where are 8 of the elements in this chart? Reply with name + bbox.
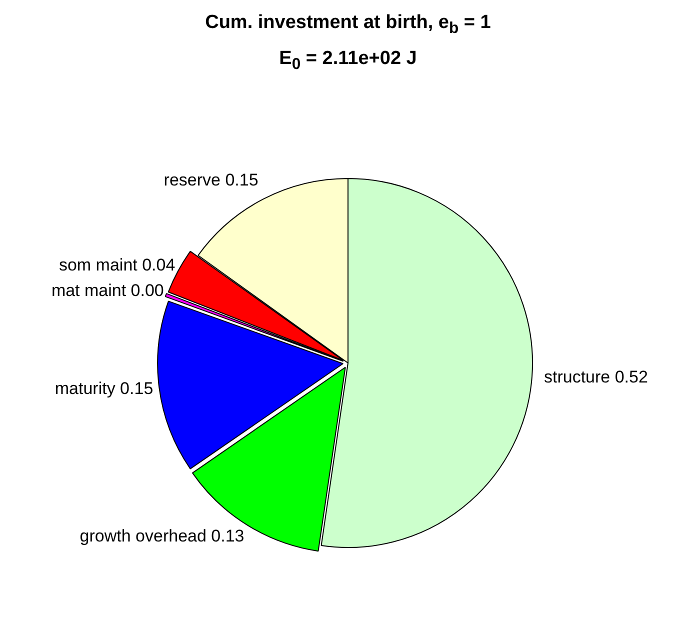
- chart-subtitle: E$_{0}$ = 2.11e+02 J: [278, 46, 418, 75]
- slice-label: structure 0.52: [544, 367, 648, 386]
- slice-label: reserve 0.15: [164, 170, 258, 190]
- slice-label: mat maint 0.00: [51, 280, 164, 300]
- slice-label: maturity 0.15: [54, 378, 154, 398]
- slice-label: growth overhead 0.13: [80, 526, 244, 545]
- chart-title: Cum. investment at birth, e$_{b}$ = 1: [204, 11, 492, 39]
- slice-label: som maint 0.04: [58, 254, 176, 274]
